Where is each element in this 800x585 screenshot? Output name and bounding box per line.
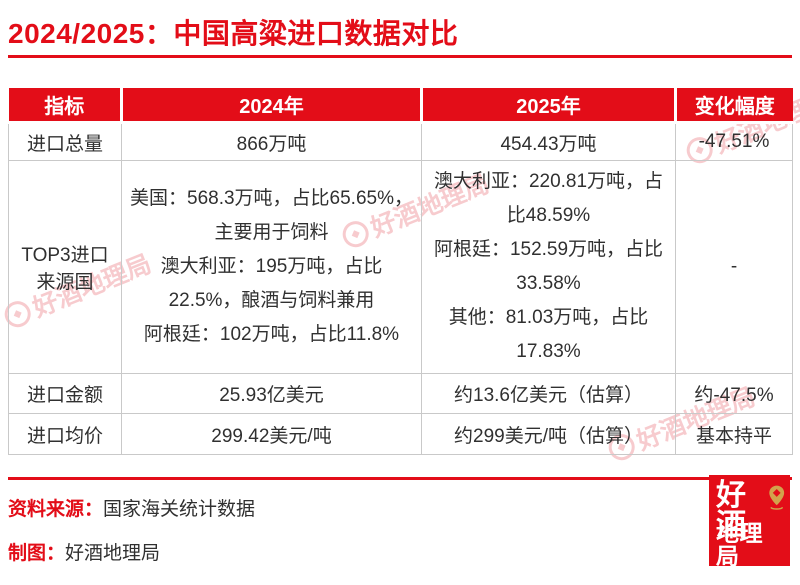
value-2025-cell: 约13.6亿美元（估算）	[421, 373, 676, 414]
value-2024-cell: 美国：568.3万吨，占比65.65%，主要用于饲料 澳大利亚：195万吨，占比…	[121, 160, 422, 374]
col-header-change: 变化幅度	[674, 88, 793, 124]
page-title: 2024/2025：中国高粱进口数据对比	[8, 18, 459, 49]
table-row-import-value: 进口金额 25.93亿美元 约13.6亿美元（估算） 约-47.5%	[8, 373, 793, 414]
credit-line: 制图：好酒地理局	[8, 538, 160, 565]
source-line: 其他：81.03万吨，占比17.83%	[448, 307, 649, 362]
change-cell: 基本持平	[675, 413, 793, 455]
source-label: 资料来源：	[8, 499, 104, 520]
source-line: 阿根廷：102万吨，占比11.8%	[143, 324, 400, 345]
comparison-table: 指标 2024年 2025年 变化幅度 进口总量 866万吨 454.43万吨 …	[8, 88, 793, 455]
source-line: 澳大利亚：220.81万吨，占比48.59%	[433, 171, 664, 226]
footer-divider	[8, 477, 792, 480]
indicator-cell: 进口金额	[8, 373, 122, 414]
wine-pin-icon	[768, 485, 784, 510]
brand-logo-text-line1: 好酒	[716, 479, 747, 542]
value-2025-cell: 454.43万吨	[421, 122, 676, 161]
col-header-2024: 2024年	[120, 88, 423, 124]
table-row-total-volume: 进口总量 866万吨 454.43万吨 -47.51%	[8, 122, 793, 161]
brand-logo-text-line2: 地理局	[716, 520, 763, 569]
source-line: 澳大利亚：195万吨，占比22.5%，酿酒与饲料兼用	[160, 256, 383, 311]
source-line: 美国：568.3万吨，占比65.65%，主要用于饲料	[130, 188, 413, 243]
change-cell: -	[675, 160, 793, 374]
value-2025-cell: 约299美元/吨（估算）	[421, 413, 676, 455]
table-header-row: 指标 2024年 2025年 变化幅度	[8, 88, 793, 124]
brand-logo-row1: 好酒	[716, 481, 785, 541]
title-divider	[8, 55, 792, 58]
col-header-indicator: 指标	[8, 88, 123, 124]
value-2024-cell: 25.93亿美元	[121, 373, 422, 414]
indicator-cell: 进口总量	[8, 122, 122, 161]
credit-label: 制图：	[8, 543, 66, 564]
table-row-top3-sources: TOP3进口来源国 美国：568.3万吨，占比65.65%，主要用于饲料 澳大利…	[8, 160, 793, 374]
brand-logo: 好酒 地理局	[709, 475, 790, 569]
data-source-line: 资料来源：国家海关统计数据	[8, 494, 255, 521]
source-line: 阿根廷：152.59万吨，占比33.58%	[433, 239, 664, 294]
source-value: 国家海关统计数据	[103, 499, 256, 520]
value-2024-cell: 866万吨	[121, 122, 422, 161]
change-cell: 约-47.5%	[675, 373, 793, 414]
value-2025-cell: 澳大利亚：220.81万吨，占比48.59% 阿根廷：152.59万吨，占比33…	[421, 160, 676, 374]
indicator-cell: 进口均价	[8, 413, 122, 455]
change-cell: -47.51%	[675, 122, 793, 161]
indicator-cell: TOP3进口来源国	[8, 160, 122, 374]
credit-value: 好酒地理局	[65, 543, 161, 564]
table-row-average-price: 进口均价 299.42美元/吨 约299美元/吨（估算） 基本持平	[8, 413, 793, 455]
col-header-2025: 2025年	[420, 88, 677, 124]
value-2024-cell: 299.42美元/吨	[121, 413, 422, 455]
